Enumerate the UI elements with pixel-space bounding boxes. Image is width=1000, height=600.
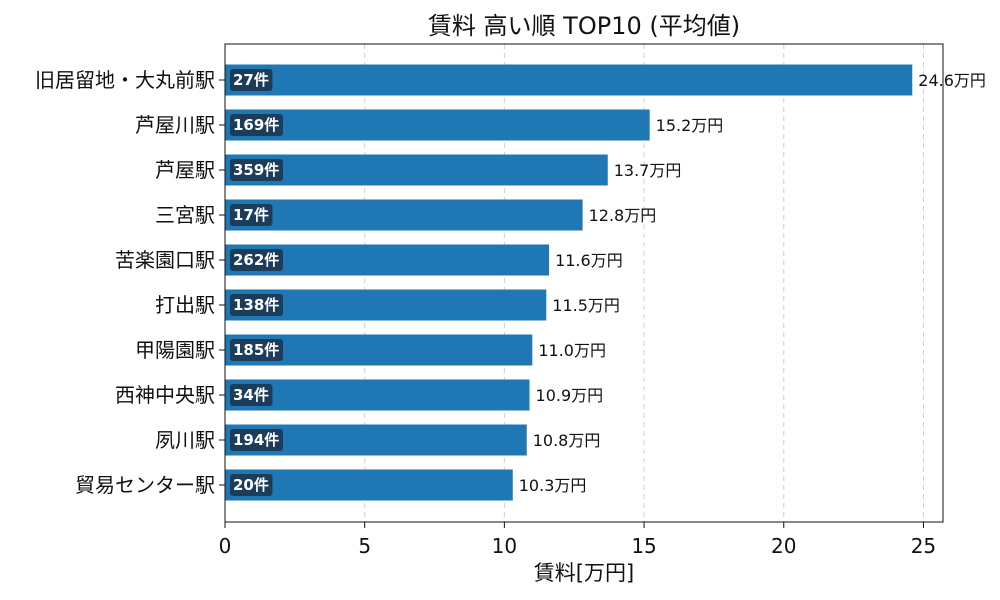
y-tick-label-3: 三宮駅	[155, 203, 215, 227]
bar-3	[225, 199, 583, 231]
y-tick-label-4: 苦楽園口駅	[115, 248, 215, 272]
y-tick-label-8: 夙川駅	[155, 428, 215, 452]
x-axis-label: 賃料[万円]	[534, 561, 634, 585]
value-label-5: 11.5万円	[552, 296, 620, 315]
count-label-0: 27件	[233, 71, 269, 89]
x-tick-label-1: 5	[358, 534, 371, 558]
count-badge-5	[230, 294, 283, 316]
value-label-0: 24.6万円	[918, 71, 986, 90]
bar-2	[225, 154, 608, 186]
count-badge-8	[230, 429, 283, 451]
count-badge-4	[230, 249, 283, 271]
count-label-6: 185件	[233, 341, 279, 359]
bar-1	[225, 109, 650, 141]
y-tick-label-1: 芦屋川駅	[135, 113, 215, 137]
value-label-9: 10.3万円	[519, 476, 587, 495]
count-label-5: 138件	[233, 296, 279, 314]
y-tick-label-9: 貿易センター駅	[75, 473, 215, 497]
value-label-2: 13.7万円	[614, 161, 682, 180]
axes-group: 0 5 10 15 20 25	[219, 43, 944, 558]
x-tick-label-4: 20	[771, 534, 796, 558]
count-badge-1	[230, 114, 283, 136]
bar-7	[225, 379, 530, 411]
y-tick-label-7: 西神中央駅	[115, 383, 215, 407]
bars-group	[225, 64, 913, 501]
count-label-3: 17件	[233, 206, 269, 224]
count-label-9: 20件	[233, 476, 269, 494]
count-label-2: 359件	[233, 161, 279, 179]
x-tick-label-2: 10	[492, 534, 517, 558]
count-badge-7	[230, 384, 273, 406]
value-label-7: 10.9万円	[536, 386, 604, 405]
value-label-8: 10.8万円	[533, 431, 601, 450]
plot-frame	[224, 43, 944, 523]
bar-0	[225, 64, 913, 96]
count-badge-6	[230, 339, 283, 361]
y-tick-label-6: 甲陽園駅	[135, 338, 215, 362]
count-badge-0	[230, 69, 273, 91]
y-tick-label-5: 打出駅	[155, 293, 215, 317]
count-badge-3	[230, 204, 273, 226]
value-label-3: 12.8万円	[589, 206, 657, 225]
x-tick-label-5: 25	[911, 534, 936, 558]
chart-title: 賃料 高い順 TOP10 (平均値)	[428, 12, 740, 40]
x-tick-label-0: 0	[219, 534, 232, 558]
x-tick-label-3: 15	[631, 534, 656, 558]
value-label-1: 15.2万円	[656, 116, 724, 135]
y-tick-label-0: 旧居留地・大丸前駅	[35, 68, 215, 92]
count-label-4: 262件	[233, 251, 279, 269]
count-badge-2	[230, 159, 283, 181]
count-label-8: 194件	[233, 431, 279, 449]
count-badge-9	[230, 474, 273, 496]
bar-9	[225, 469, 513, 501]
value-label-6: 11.0万円	[538, 341, 606, 360]
y-tick-label-2: 芦屋駅	[155, 158, 215, 182]
count-label-1: 169件	[233, 116, 279, 134]
value-label-4: 11.6万円	[555, 251, 623, 270]
count-label-7: 34件	[233, 386, 269, 404]
